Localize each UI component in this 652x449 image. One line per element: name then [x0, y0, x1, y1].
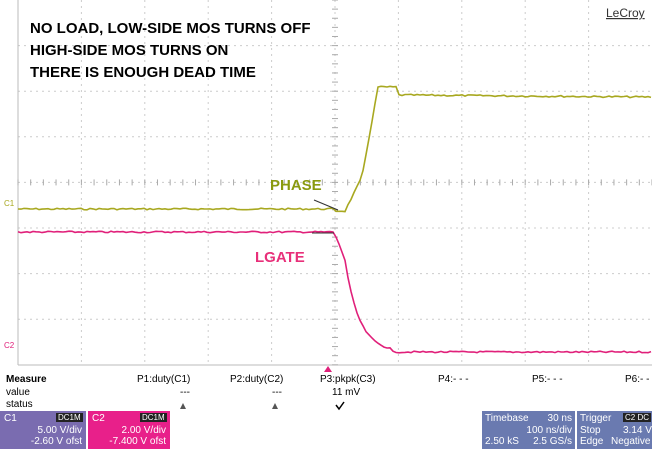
v-offset: -2.60 V ofst — [30, 436, 82, 447]
rate: 2.5 GS/s — [533, 436, 572, 447]
measure-header: P3:pkpk(C3) — [320, 374, 376, 385]
trigger-type: Edge — [580, 436, 604, 447]
delay: 30 ns — [547, 413, 572, 424]
annotation: HIGH-SIDE MOS TURNS ON — [30, 42, 228, 59]
channel-marker: C1 — [4, 199, 15, 208]
v-offset: -7.400 V ofst — [109, 436, 166, 447]
measure-header: P2:duty(C2) — [230, 374, 284, 385]
phase-trace — [17, 85, 652, 213]
channel-box[interactable]: C2 DC1M 2.00 V/div -7.400 V ofst — [88, 411, 170, 449]
brand: LeCroy — [606, 6, 645, 20]
grid — [17, 0, 652, 366]
timebase-title: Timebase — [485, 413, 529, 424]
trigger-source: C2 DC — [623, 413, 652, 422]
channel-name: C2 — [92, 413, 105, 424]
v-scale: 2.00 V/div — [121, 425, 166, 436]
trigger-level: 3.14 V — [623, 425, 652, 436]
row-label: status — [6, 399, 33, 410]
trigger-title: Trigger — [580, 413, 612, 424]
coupling: DC1M — [140, 413, 167, 422]
coupling: DC1M — [56, 413, 83, 422]
annotation: THERE IS ENOUGH DEAD TIME — [30, 64, 256, 81]
trigger-slope: Negative — [611, 436, 651, 447]
timebase-box[interactable]: Timebase 30 ns 100 ns/div 2.50 kS 2.5 GS… — [482, 411, 575, 449]
v-scale: 5.00 V/div — [37, 425, 82, 436]
t-scale: 100 ns/div — [526, 425, 572, 436]
samples: 2.50 kS — [485, 436, 519, 447]
channel-box[interactable]: C1 DC1M 5.00 V/div -2.60 V ofst — [0, 411, 86, 449]
row-label: value — [6, 387, 30, 398]
measure-header: P6:- - - — [625, 374, 652, 385]
measure-header: P4:- - - — [438, 374, 469, 385]
trace-label: LGATE — [255, 249, 305, 266]
status-icon — [272, 403, 278, 409]
annotation: NO LOAD, LOW-SIDE MOS TURNS OFF — [30, 20, 311, 37]
measure-header: P1:duty(C1) — [137, 374, 191, 385]
trigger-mode: Stop — [580, 425, 601, 436]
status-icon — [335, 401, 345, 411]
lgate-trace — [17, 230, 652, 354]
display: NO LOAD, LOW-SIDE MOS TURNS OFF HIGH-SID… — [4, 0, 652, 372]
trigger-marker — [324, 366, 332, 372]
measure-value: --- — [180, 387, 190, 398]
measure-header: P5:- - - — [532, 374, 563, 385]
measure-value: --- — [272, 387, 282, 398]
measure-title: Measure — [6, 374, 47, 385]
trigger-box[interactable]: Trigger C2 DC 3.14 V Stop Edge Negative — [577, 411, 652, 449]
status-icon — [180, 403, 186, 409]
channel-marker: C2 — [4, 341, 15, 350]
measure-value: 11 mV — [332, 387, 361, 398]
channel-name: C1 — [4, 413, 17, 424]
trace-label: PHASE — [270, 177, 322, 194]
pointer — [313, 199, 339, 211]
